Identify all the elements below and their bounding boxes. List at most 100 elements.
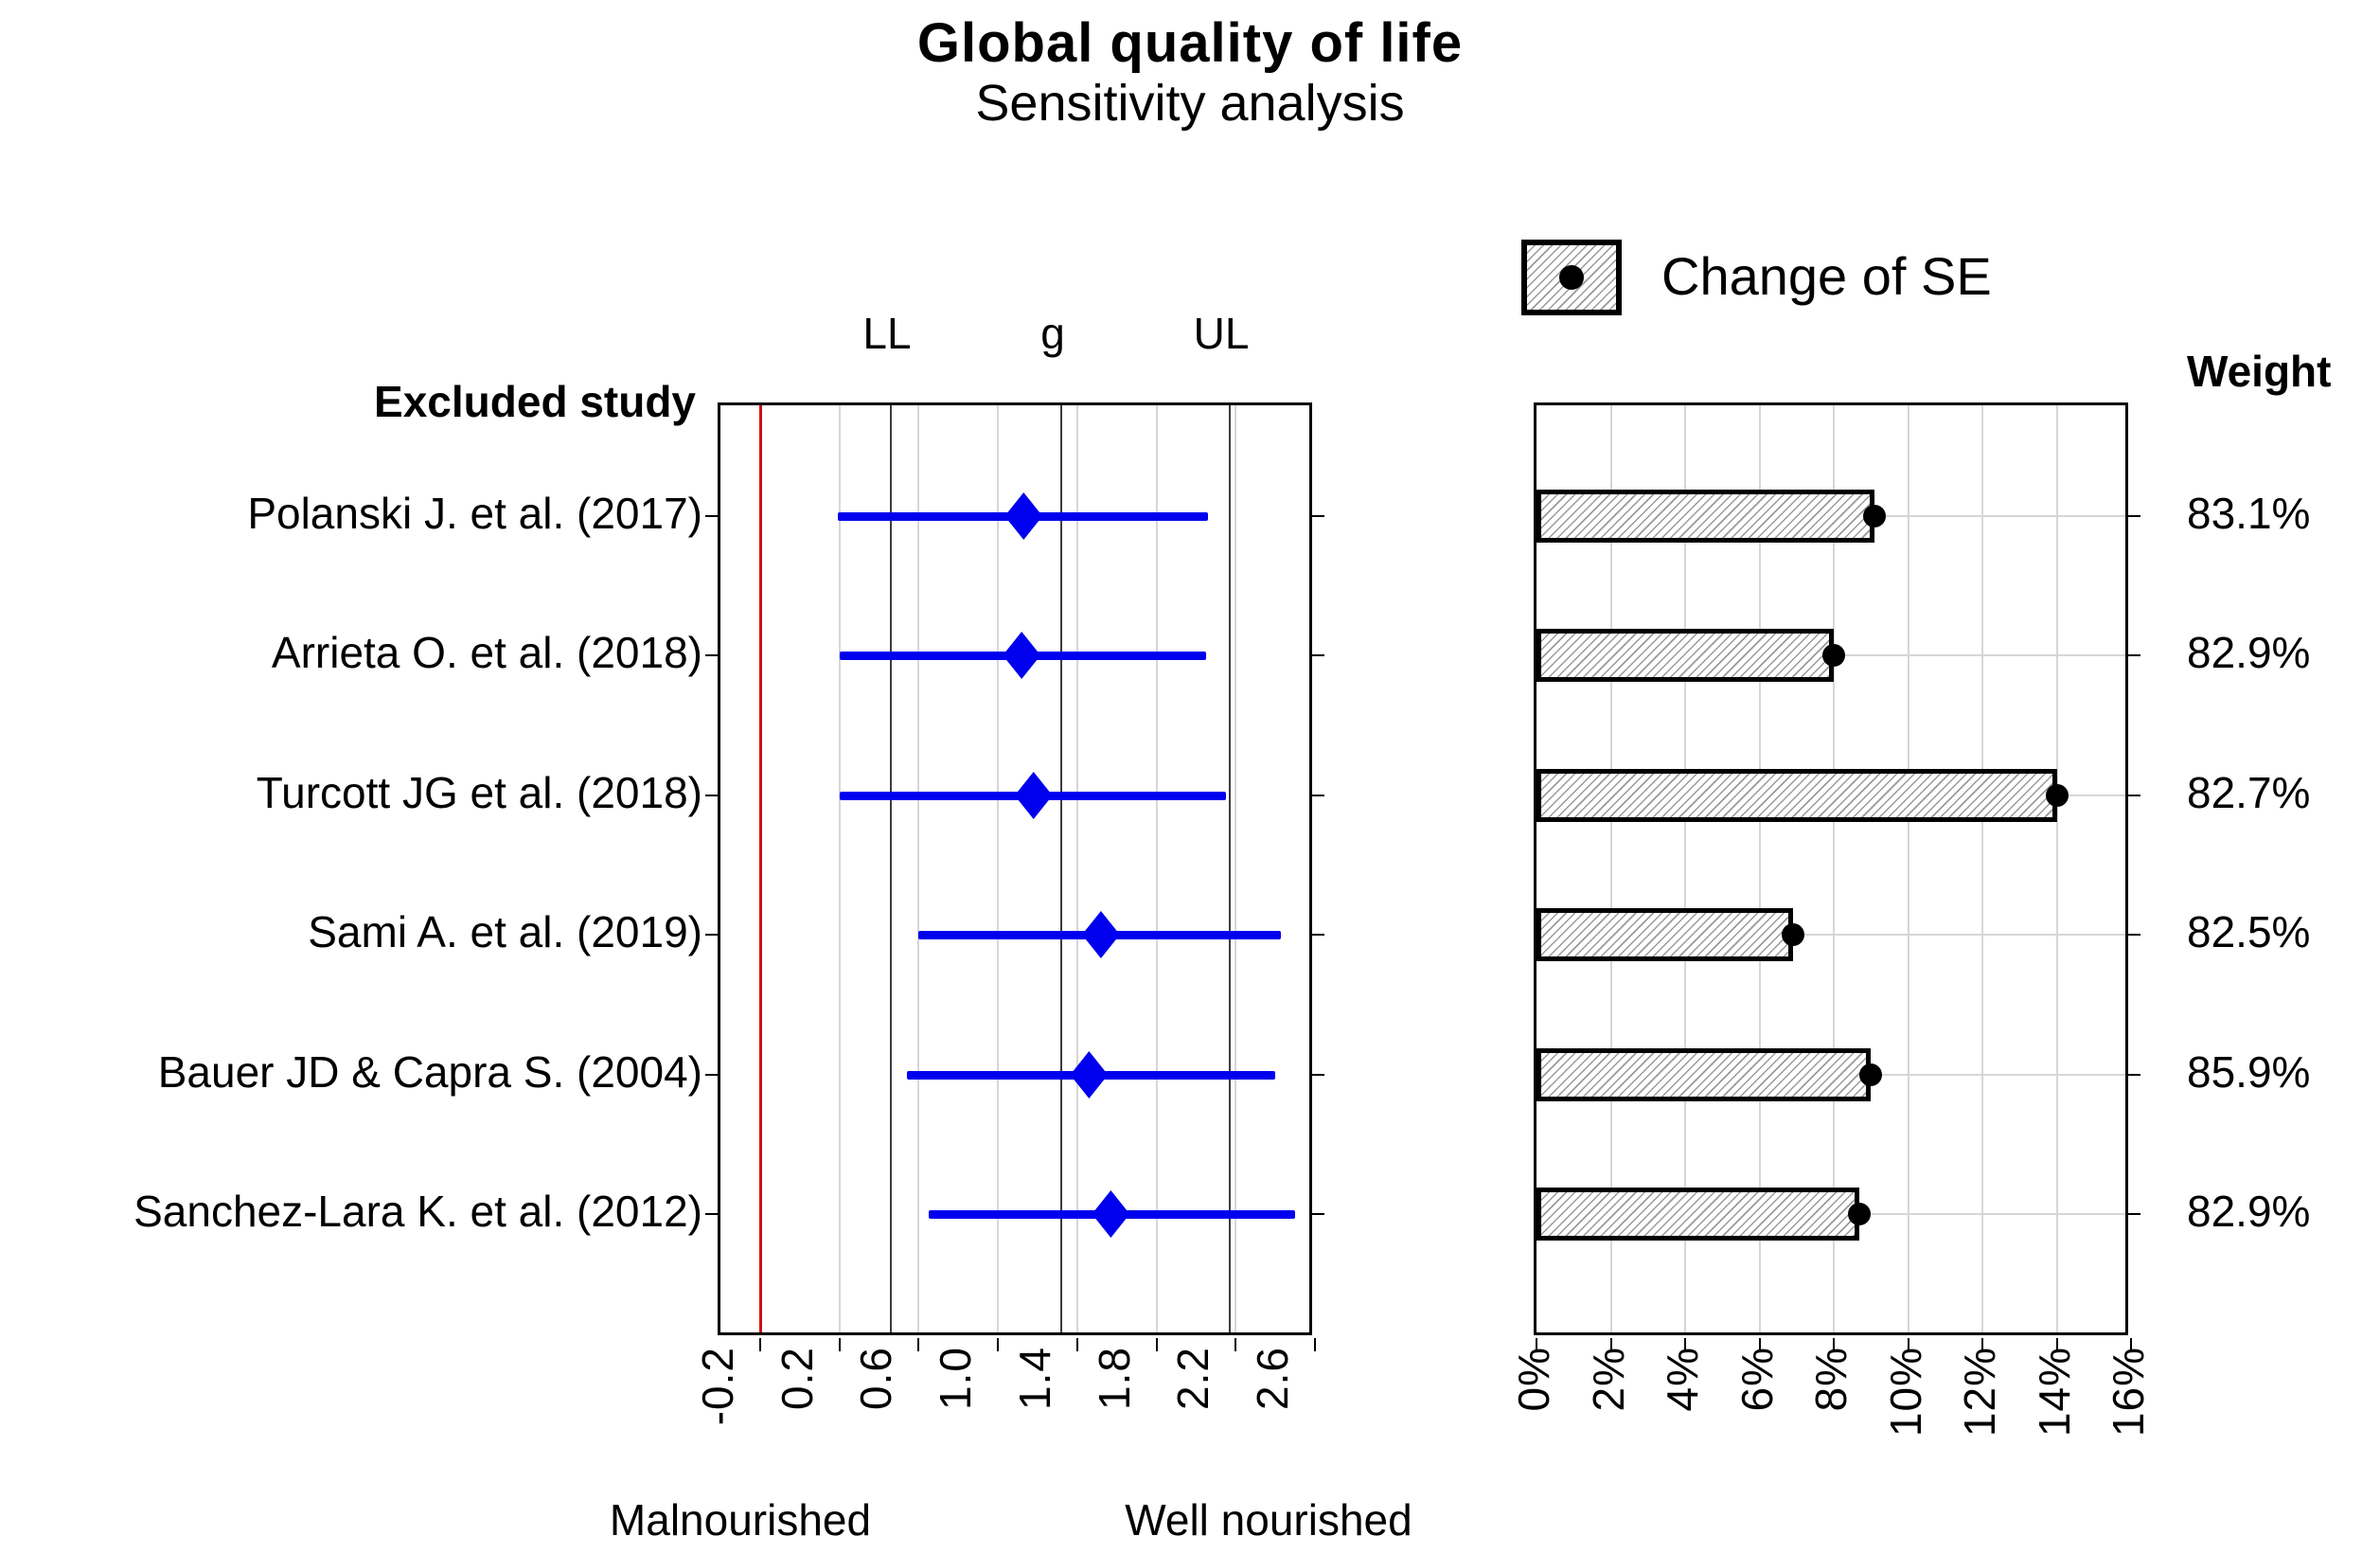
x-tick-mark — [1907, 1338, 1909, 1351]
se-change-bar — [1536, 1188, 1860, 1241]
se-x-tick-label: 0% — [1509, 1347, 1558, 1412]
y-tick-mark-right — [2128, 1074, 2140, 1076]
se-change-dot — [1822, 644, 1845, 667]
column-header-weight: Weight — [2187, 347, 2332, 396]
se-change-bar — [1536, 908, 1793, 961]
y-tick-mark-right — [2128, 1213, 2140, 1215]
effect-size-diamond — [1092, 1190, 1130, 1238]
se-change-dot — [1859, 1063, 1883, 1086]
zero-reference-line — [758, 405, 762, 1332]
column-header-excluded-study: Excluded study — [374, 377, 696, 426]
y-tick-mark-left — [705, 1213, 718, 1215]
study-label: Polanski J. et al. (2017) — [247, 489, 702, 538]
gridline-light — [917, 405, 920, 1332]
se-x-tick-label: 2% — [1583, 1347, 1633, 1412]
forest-x-tick-label: 1.4 — [1009, 1347, 1059, 1410]
gridline-light — [838, 405, 841, 1332]
effect-size-diamond — [1014, 772, 1053, 819]
x-tick-mark — [917, 1338, 920, 1351]
se-change-bar — [1536, 769, 2057, 822]
weight-value: 82.7% — [2187, 768, 2311, 817]
se-change-bar — [1536, 1048, 1872, 1101]
y-tick-mark-right — [2128, 795, 2140, 796]
weight-value: 82.5% — [2187, 907, 2311, 956]
se-x-tick-label: 8% — [1806, 1347, 1856, 1412]
x-tick-mark — [838, 1338, 841, 1351]
se-change-dot — [2045, 784, 2069, 807]
forest-x-tick-label: 0.2 — [772, 1347, 822, 1410]
y-tick-mark-right — [1312, 795, 1324, 796]
weight-value: 82.9% — [2187, 1187, 2311, 1236]
axis-label-well-nourished: Well nourished — [1125, 1495, 1412, 1545]
forest-x-tick-label: 0.6 — [851, 1347, 901, 1410]
forest-plot — [705, 402, 1324, 1351]
study-label: Sami A. et al. (2019) — [308, 907, 702, 956]
y-tick-mark-left — [705, 795, 718, 796]
gridline-light — [1758, 405, 1761, 1332]
gridline-light — [1075, 405, 1078, 1332]
pooled-g-line — [1060, 405, 1063, 1332]
gridline-light — [1981, 405, 1983, 1332]
pooled-ul-line — [1228, 405, 1231, 1332]
x-tick-mark — [1314, 1338, 1316, 1351]
x-tick-mark — [997, 1338, 1000, 1351]
se-x-tick-label: 4% — [1658, 1347, 1707, 1412]
se-x-tick-label: 16% — [2104, 1347, 2153, 1438]
gridline-light — [1907, 405, 1909, 1332]
se-change-bar — [1536, 490, 1875, 543]
gridline-light — [997, 405, 1000, 1332]
forest-x-tick-label: -0.2 — [693, 1347, 742, 1426]
x-tick-mark — [1981, 1338, 1983, 1351]
x-tick-mark — [1609, 1338, 1612, 1351]
y-tick-mark-right — [2128, 515, 2140, 517]
axis-label-malnourished: Malnourished — [609, 1495, 872, 1545]
gridline-light — [1684, 405, 1686, 1332]
weight-value: 85.9% — [2187, 1047, 2311, 1097]
y-tick-mark-left — [705, 654, 718, 656]
x-tick-mark — [1155, 1338, 1158, 1351]
weight-value: 82.9% — [2187, 628, 2311, 677]
gridline-light — [2055, 405, 2058, 1332]
column-header-ll: LL — [862, 309, 912, 358]
x-tick-mark — [758, 1338, 761, 1351]
x-tick-mark — [1684, 1338, 1686, 1351]
x-tick-mark — [1536, 1338, 1537, 1351]
gridline-light — [1155, 405, 1158, 1332]
se-x-tick-label: 10% — [1880, 1347, 1930, 1438]
forest-x-tick-label: 2.6 — [1248, 1347, 1298, 1410]
y-tick-mark-left — [705, 515, 718, 517]
y-tick-mark-right — [1312, 1074, 1324, 1076]
x-tick-mark — [2055, 1338, 2058, 1351]
x-tick-mark — [1833, 1338, 1835, 1351]
column-header-ul: UL — [1193, 309, 1250, 358]
x-tick-mark — [2130, 1338, 2132, 1351]
se-change-dot — [1863, 505, 1887, 527]
effect-size-diamond — [1004, 492, 1043, 540]
effect-size-diamond — [1081, 911, 1120, 958]
y-tick-mark-right — [1312, 654, 1324, 656]
pooled-ll-line — [890, 405, 893, 1332]
column-header-g: g — [1040, 309, 1065, 358]
gridline-light — [1234, 405, 1237, 1332]
se-x-tick-label: 14% — [2029, 1347, 2079, 1438]
page-subtitle: Sensitivity analysis — [975, 75, 1405, 132]
se-x-tick-label: 6% — [1732, 1347, 1782, 1412]
y-tick-mark-right — [2128, 934, 2140, 936]
se-x-tick-label: 12% — [1955, 1347, 2004, 1438]
x-tick-mark — [1075, 1338, 1078, 1351]
study-label: Sanchez-Lara K. et al. (2012) — [133, 1187, 702, 1236]
legend-swatch-icon — [1521, 240, 1622, 315]
forest-x-tick-label: 1.8 — [1089, 1347, 1139, 1410]
x-tick-mark — [1758, 1338, 1761, 1351]
x-tick-mark — [1234, 1338, 1237, 1351]
y-tick-mark-left — [705, 1074, 718, 1076]
study-label: Bauer JD & Capra S. (2004) — [157, 1047, 702, 1097]
forest-x-tick-label: 1.0 — [931, 1347, 981, 1410]
se-change-dot — [1781, 923, 1804, 946]
y-tick-mark-right — [1312, 934, 1324, 936]
study-label: Arrieta O. et al. (2018) — [271, 628, 702, 677]
legend-dot-icon — [1559, 265, 1584, 290]
effect-size-diamond — [1003, 632, 1041, 679]
page-title: Global quality of life — [916, 12, 1464, 74]
